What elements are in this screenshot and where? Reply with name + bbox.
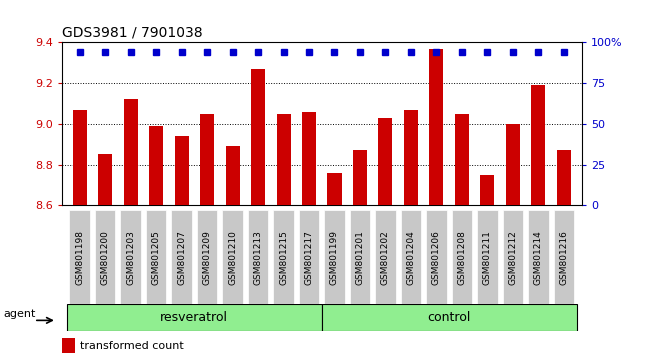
- Bar: [98, 154, 112, 205]
- Text: transformed count: transformed count: [80, 341, 184, 351]
- Text: GSM801217: GSM801217: [304, 230, 313, 285]
- Text: GSM801205: GSM801205: [151, 230, 161, 285]
- Bar: [350, 210, 370, 304]
- Bar: [401, 210, 421, 304]
- Text: GSM801200: GSM801200: [101, 230, 110, 285]
- Bar: [477, 210, 498, 304]
- Text: GSM801216: GSM801216: [560, 230, 568, 285]
- Bar: [502, 210, 523, 304]
- Bar: [200, 114, 214, 205]
- Bar: [528, 210, 549, 304]
- Text: control: control: [428, 311, 471, 324]
- Text: GSM801215: GSM801215: [279, 230, 288, 285]
- Bar: [124, 99, 138, 205]
- Bar: [73, 110, 86, 205]
- Text: GSM801199: GSM801199: [330, 230, 339, 285]
- Text: GSM801206: GSM801206: [432, 230, 441, 285]
- Bar: [532, 85, 545, 205]
- Bar: [506, 124, 520, 205]
- Bar: [378, 118, 393, 205]
- Text: GSM801210: GSM801210: [228, 230, 237, 285]
- Bar: [276, 114, 291, 205]
- Bar: [197, 210, 217, 304]
- Bar: [480, 175, 495, 205]
- Bar: [175, 136, 188, 205]
- Text: GSM801203: GSM801203: [126, 230, 135, 285]
- Bar: [149, 126, 163, 205]
- Text: GDS3981 / 7901038: GDS3981 / 7901038: [62, 26, 202, 40]
- Bar: [120, 210, 141, 304]
- Bar: [273, 210, 294, 304]
- Bar: [557, 150, 571, 205]
- Bar: [67, 304, 322, 331]
- Text: GSM801212: GSM801212: [508, 230, 517, 285]
- Text: GSM801214: GSM801214: [534, 230, 543, 285]
- Bar: [426, 210, 447, 304]
- Bar: [375, 210, 396, 304]
- Bar: [248, 210, 268, 304]
- Text: GSM801204: GSM801204: [406, 230, 415, 285]
- Bar: [95, 210, 115, 304]
- Text: GSM801213: GSM801213: [254, 230, 263, 285]
- Bar: [328, 173, 341, 205]
- Text: GSM801207: GSM801207: [177, 230, 186, 285]
- Bar: [353, 150, 367, 205]
- Bar: [554, 210, 574, 304]
- Bar: [226, 146, 240, 205]
- Bar: [299, 210, 319, 304]
- Text: GSM801201: GSM801201: [356, 230, 365, 285]
- Bar: [430, 48, 443, 205]
- Bar: [251, 69, 265, 205]
- Bar: [222, 210, 242, 304]
- Bar: [302, 112, 316, 205]
- Text: GSM801198: GSM801198: [75, 230, 84, 285]
- Text: GSM801211: GSM801211: [483, 230, 492, 285]
- Text: agent: agent: [3, 309, 36, 319]
- Bar: [404, 110, 418, 205]
- Text: GSM801209: GSM801209: [203, 230, 211, 285]
- Bar: [455, 114, 469, 205]
- Bar: [322, 304, 577, 331]
- Text: GSM801208: GSM801208: [458, 230, 467, 285]
- Bar: [62, 338, 75, 353]
- Bar: [70, 210, 90, 304]
- Bar: [452, 210, 472, 304]
- Bar: [324, 210, 345, 304]
- Text: GSM801202: GSM801202: [381, 230, 390, 285]
- Text: resveratrol: resveratrol: [161, 311, 228, 324]
- Bar: [172, 210, 192, 304]
- Bar: [146, 210, 166, 304]
